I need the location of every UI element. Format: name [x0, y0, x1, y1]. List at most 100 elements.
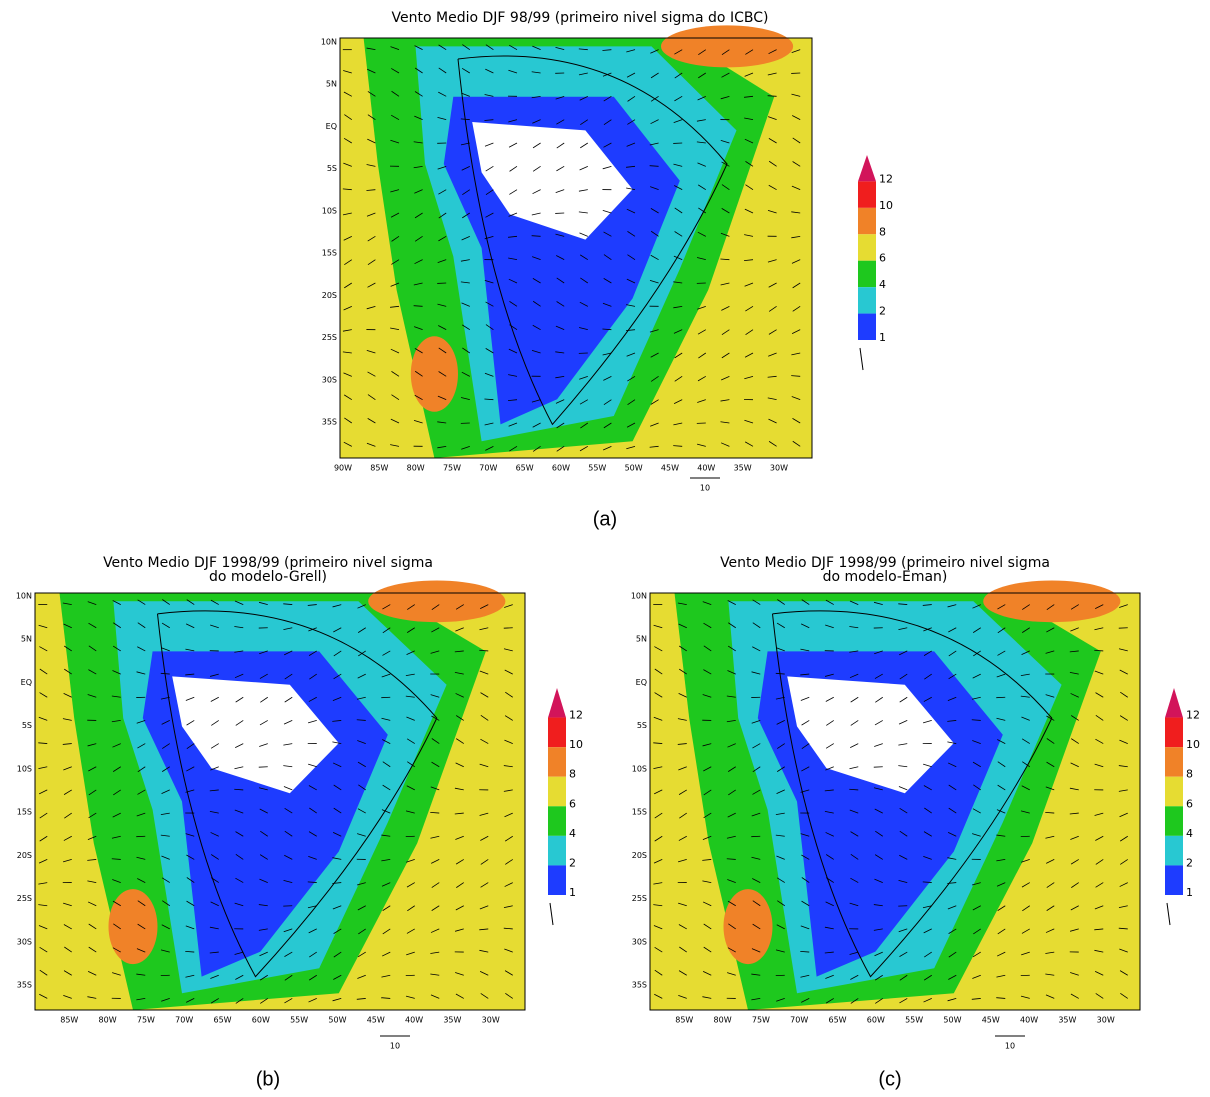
lat-label: 20S — [632, 851, 647, 860]
wind-maximum — [411, 336, 458, 412]
lon-label: 90W — [334, 464, 352, 473]
lat-label: 10S — [17, 764, 32, 773]
lon-label: 60W — [252, 1016, 270, 1025]
lon-label: 80W — [407, 464, 425, 473]
lon-label: 85W — [60, 1016, 78, 1025]
panel-caption: (c) — [878, 1068, 901, 1090]
lon-label: 85W — [370, 464, 388, 473]
lat-label: 10N — [16, 592, 32, 601]
lon-label: 30W — [770, 464, 788, 473]
lon-label: 80W — [99, 1016, 117, 1025]
lon-label: 45W — [367, 1016, 385, 1025]
panel-caption: (b) — [256, 1068, 280, 1090]
colorbar-tail — [860, 348, 863, 370]
colorbar-segment — [1165, 747, 1183, 777]
colorbar-segment — [548, 806, 566, 836]
panel-title: Vento Medio DJF 98/99 (primeiro nivel si… — [392, 10, 769, 26]
lat-label: 25S — [322, 333, 337, 342]
lon-label: 80W — [714, 1016, 732, 1025]
colorbar-cap — [858, 155, 876, 181]
colorbar-label: 4 — [569, 827, 576, 840]
colorbar-cap — [1165, 688, 1183, 718]
lat-label: 5S — [22, 721, 32, 730]
lat-label: 5S — [637, 721, 647, 730]
lon-label: 35W — [443, 1016, 461, 1025]
colorbar-label: 1 — [1186, 886, 1193, 899]
lon-label: 85W — [675, 1016, 693, 1025]
lat-label: 15S — [17, 808, 32, 817]
colorbar-label: 12 — [569, 709, 583, 722]
colorbar-segment — [1165, 777, 1183, 807]
colorbar-label: 10 — [879, 199, 893, 212]
lon-label: 75W — [443, 464, 461, 473]
lon-label: 65W — [828, 1016, 846, 1025]
lat-label: 30S — [17, 937, 32, 946]
colorbar-label: 12 — [879, 172, 893, 185]
lon-label: 35W — [734, 464, 752, 473]
lon-label: 40W — [1020, 1016, 1038, 1025]
wind-maximum — [661, 25, 793, 67]
reference-vector-label: 10 — [1005, 1042, 1015, 1051]
colorbar-label: 10 — [1186, 738, 1200, 751]
lat-label: 5N — [326, 80, 337, 89]
panel-title: do modelo-Eman) — [823, 569, 948, 585]
wind-maximum — [724, 889, 773, 964]
colorbar-segment — [1165, 718, 1183, 748]
lon-label: 55W — [290, 1016, 308, 1025]
map-panel: Vento Medio DJF 98/99 (primeiro nivel si… — [321, 10, 893, 530]
lat-label: 35S — [17, 981, 32, 990]
lat-label: 10S — [632, 764, 647, 773]
colorbar-tail — [1167, 903, 1170, 925]
lon-label: 65W — [213, 1016, 231, 1025]
colorbar-label: 4 — [1186, 827, 1193, 840]
lat-label: 20S — [322, 291, 337, 300]
lon-label: 75W — [752, 1016, 770, 1025]
lat-label: 35S — [632, 981, 647, 990]
colorbar-segment — [858, 287, 876, 313]
colorbar-segment — [858, 314, 876, 340]
panel-caption: (a) — [593, 508, 617, 530]
lat-label: 25S — [632, 894, 647, 903]
lon-label: 50W — [625, 464, 643, 473]
reference-vector-label: 10 — [700, 484, 710, 493]
lat-label: 25S — [17, 894, 32, 903]
colorbar-segment — [548, 747, 566, 777]
colorbar-label: 2 — [569, 856, 576, 869]
colorbar-label: 2 — [1186, 856, 1193, 869]
colorbar-segment — [548, 865, 566, 895]
colorbar-segment — [548, 718, 566, 748]
lat-label: 10S — [322, 206, 337, 215]
colorbar-tail — [550, 903, 553, 925]
colorbar-label: 6 — [569, 797, 576, 810]
map-panel: Vento Medio DJF 1998/99 (primeiro nivel … — [631, 555, 1200, 1090]
colorbar-label: 10 — [569, 738, 583, 751]
colorbar-segment — [548, 836, 566, 866]
colorbar-label: 8 — [569, 768, 576, 781]
lon-label: 50W — [943, 1016, 961, 1025]
lon-label: 60W — [867, 1016, 885, 1025]
wind-maximum — [368, 580, 505, 622]
lat-label: EQ — [21, 678, 32, 687]
lat-label: 10N — [631, 592, 647, 601]
lat-label: 30S — [632, 937, 647, 946]
panel-title: do modelo-Grell) — [209, 569, 327, 585]
lon-label: 60W — [552, 464, 570, 473]
lon-label: 70W — [479, 464, 497, 473]
colorbar-label: 12 — [1186, 709, 1200, 722]
colorbar-segment — [1165, 836, 1183, 866]
lat-label: 5S — [327, 164, 337, 173]
colorbar-label: 6 — [879, 252, 886, 265]
colorbar-label: 1 — [569, 886, 576, 899]
lon-label: 40W — [697, 464, 715, 473]
colorbar-label: 8 — [879, 225, 886, 238]
lon-label: 45W — [661, 464, 679, 473]
colorbar-segment — [858, 261, 876, 287]
colorbar-cap — [548, 688, 566, 718]
lon-label: 70W — [790, 1016, 808, 1025]
lon-label: 45W — [982, 1016, 1000, 1025]
colorbar-segment — [548, 777, 566, 807]
lon-label: 40W — [405, 1016, 423, 1025]
colorbar-label: 8 — [1186, 768, 1193, 781]
lat-label: 10N — [321, 38, 337, 47]
